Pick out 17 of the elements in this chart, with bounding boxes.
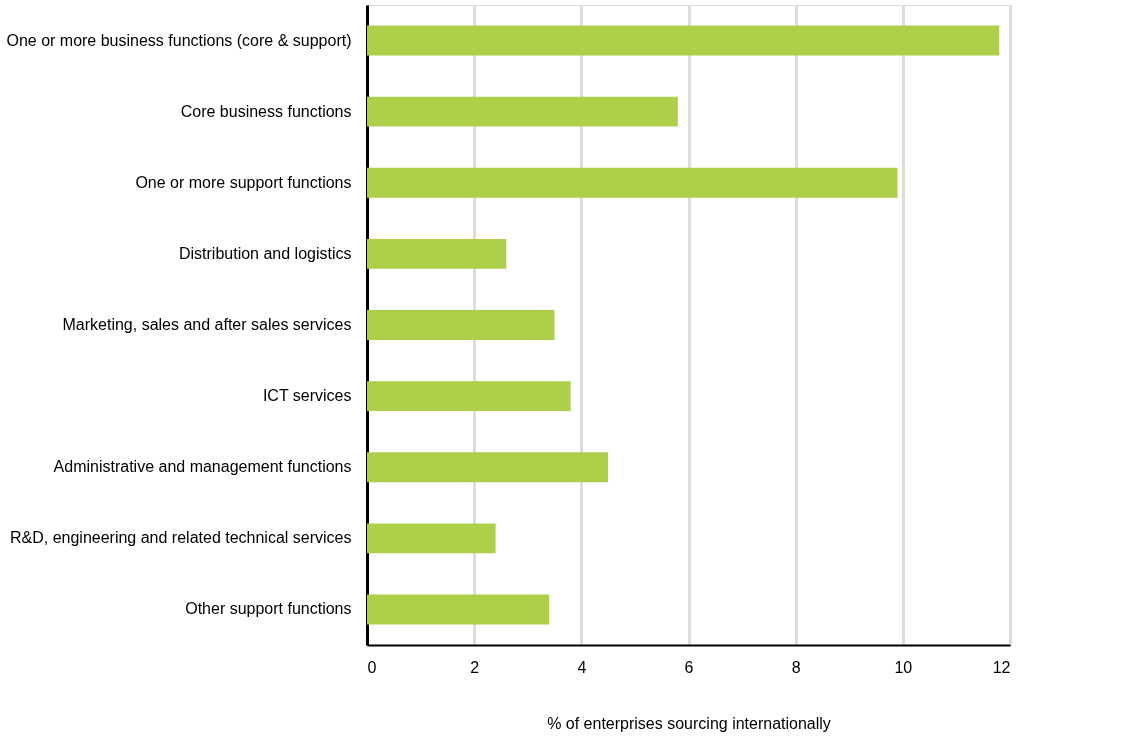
y-tick-label: One or more business functions (core & support) xyxy=(6,31,352,49)
y-tick-label: R&D, engineering and related technical services xyxy=(9,529,352,547)
x-tick-label: 0 xyxy=(367,658,377,676)
y-tick-label: Core business functions xyxy=(180,102,352,120)
y-tick-label: Administrative and management functions xyxy=(53,458,352,476)
x-tick-label: 2 xyxy=(470,658,480,676)
x-tick-label: 8 xyxy=(791,658,801,676)
y-tick-label: ICT services xyxy=(262,387,352,405)
y-tick-label: Distribution and logistics xyxy=(178,244,352,262)
y-tick-label: Marketing, sales and after sales services xyxy=(62,316,352,333)
x-axis-title: % of enterprises sourcing internationally xyxy=(547,714,831,732)
y-tick-label: Other support functions xyxy=(185,600,352,618)
x-tick-label: 6 xyxy=(684,658,694,676)
y-tick-label: One or more support functions xyxy=(135,173,352,191)
x-tick-label: 12 xyxy=(992,658,1011,676)
x-tick-label: 10 xyxy=(894,658,913,676)
x-tick-label: 4 xyxy=(577,658,587,676)
